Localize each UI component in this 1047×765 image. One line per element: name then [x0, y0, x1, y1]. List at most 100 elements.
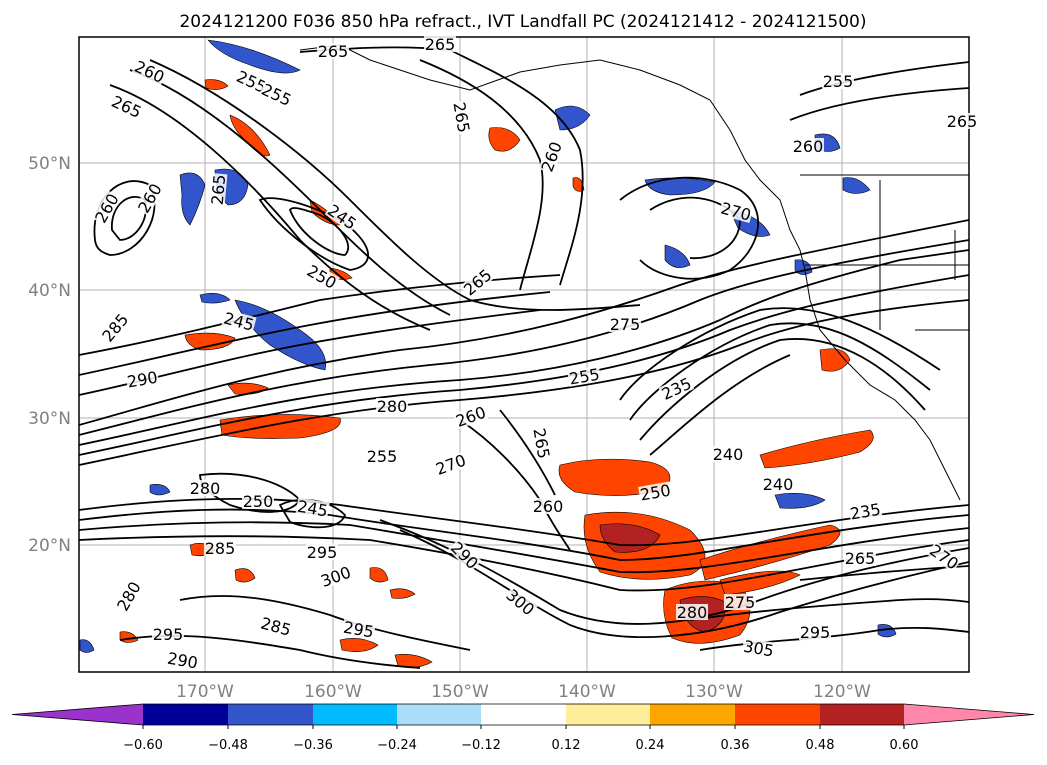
contour-label-bg [165, 649, 200, 671]
contour-label-bg [366, 448, 398, 464]
colorbar-segment [313, 704, 397, 725]
colorbar-tick-label: 0.12 [552, 738, 581, 753]
contour-label: 240 [763, 475, 794, 494]
colorbar-segment [735, 704, 820, 725]
contour-labels: 265 2652602652552552602652602602452652502… [91, 35, 978, 673]
contour-label: 295 [153, 625, 184, 644]
map-frame [78, 36, 970, 673]
contour-label-bg [822, 73, 854, 89]
contour-label-bg [658, 374, 695, 403]
contour-label: 285 [205, 539, 236, 558]
longitude-labels: 170°W 160°W 150°W 140°W 130°W 120°W [176, 682, 871, 702]
colorbar-tick-label: −0.48 [208, 738, 248, 753]
contour-label: 260 [533, 497, 564, 516]
contour-label-bg [108, 92, 145, 121]
coastline [299, 44, 969, 501]
contour-label-bg [258, 80, 295, 109]
contour-label-bg [538, 138, 565, 175]
contour-label-bg [98, 310, 132, 345]
colorbar-segment [820, 704, 904, 725]
contour-label: 280 [377, 397, 408, 416]
lat-label-20n: 20°N [28, 536, 71, 556]
lon-label-160w: 160°W [304, 682, 362, 702]
contour-label-bg [221, 309, 257, 334]
contour-label: 265 [208, 174, 230, 206]
contour-label-bg [317, 43, 349, 59]
contour-label-bg [712, 446, 744, 462]
contour-label-bg [460, 265, 495, 299]
colorbar-tick-label: −0.60 [123, 738, 163, 753]
contour-label-bg [926, 540, 962, 573]
contour-label-bg [91, 190, 122, 226]
contour-label-bg [233, 67, 270, 96]
contour-label-bg [718, 199, 754, 224]
contour-label: 260 [793, 137, 824, 156]
colorbar-tick-label: −0.36 [293, 738, 333, 753]
contour-label-bg [341, 618, 376, 640]
contour-label-bg [799, 624, 831, 640]
lon-label-170w: 170°W [176, 682, 234, 702]
contour-label-bg [609, 316, 641, 332]
contour-label: 275 [610, 315, 641, 334]
contour-label-bg [113, 578, 144, 614]
map-content [79, 37, 969, 672]
contour-lines [79, 46, 969, 669]
contour-label: 250 [243, 492, 274, 511]
contour-label-bg [792, 138, 824, 154]
contour-label-bg [424, 36, 456, 52]
contour-label: 280 [190, 479, 221, 498]
contour-label: 265 [425, 35, 456, 54]
figure-title: 2024121200 F036 850 hPa refract., IVT La… [179, 12, 866, 32]
contour-label-bg [848, 500, 883, 522]
contour-label: 240 [713, 445, 744, 464]
lon-label-150w: 150°W [431, 682, 489, 702]
contour-label-bg [304, 261, 340, 292]
colorbar-tick-label: 0.24 [636, 738, 665, 753]
latitude-labels: 50°N 40°N 30°N 20°N [28, 154, 71, 556]
contour-label-bg [324, 200, 360, 233]
colorbar-tick-label: 0.36 [721, 738, 750, 753]
colorbar-tick-label: 0.48 [806, 738, 835, 753]
colorbar: −0.60 −0.48 −0.36 −0.24 −0.12 0.12 0.24 0.36 0.4… [11, 703, 1035, 753]
contour-label-bg [532, 498, 564, 514]
contour-label-bg [567, 365, 602, 387]
lat-label-50n: 50°N [28, 154, 71, 174]
contour-label-bg [131, 57, 168, 86]
contour-label-bg [447, 538, 482, 573]
colorbar-tick-label: −0.24 [377, 738, 417, 753]
contour-label-bg [724, 594, 756, 610]
contour-label-bg [204, 540, 236, 556]
contour-label-bg [503, 585, 538, 619]
lat-label-40n: 40°N [28, 281, 71, 301]
colorbar-segment [397, 704, 481, 725]
colorbar-segment [481, 704, 566, 725]
contour-label: 265 [318, 42, 349, 61]
colorbar-segment [650, 704, 735, 725]
lon-label-130w: 130°W [685, 682, 743, 702]
contour-label: 280 [677, 603, 708, 622]
colorbar-extend-min [12, 704, 143, 725]
contour-label-bg [125, 368, 160, 390]
contour-label-bg [258, 614, 294, 639]
contour-label: 255 [823, 72, 854, 91]
colorbar-segment [566, 704, 650, 725]
contour-label-bg [134, 180, 165, 216]
contour-label-bg [208, 173, 228, 207]
contour-label-bg [189, 480, 221, 496]
colorbar-extend-max [904, 704, 1034, 725]
contour-label-bg [152, 626, 184, 642]
contour-label: 255 [367, 447, 398, 466]
contour-label-bg [741, 637, 776, 659]
lon-label-140w: 140°W [558, 682, 616, 702]
contour-label-bg [242, 493, 274, 509]
contour-label-bg [306, 544, 338, 560]
colorbar-tick-label: 0.60 [890, 738, 919, 753]
contour-label: 265 [947, 112, 978, 131]
contour-label-bg [638, 481, 673, 503]
contour-label-bg [762, 476, 794, 492]
contour-label: 295 [800, 623, 831, 642]
contour-label-bg [452, 403, 489, 430]
contour-label-bg [451, 100, 473, 135]
contour-label-bg [676, 604, 708, 620]
